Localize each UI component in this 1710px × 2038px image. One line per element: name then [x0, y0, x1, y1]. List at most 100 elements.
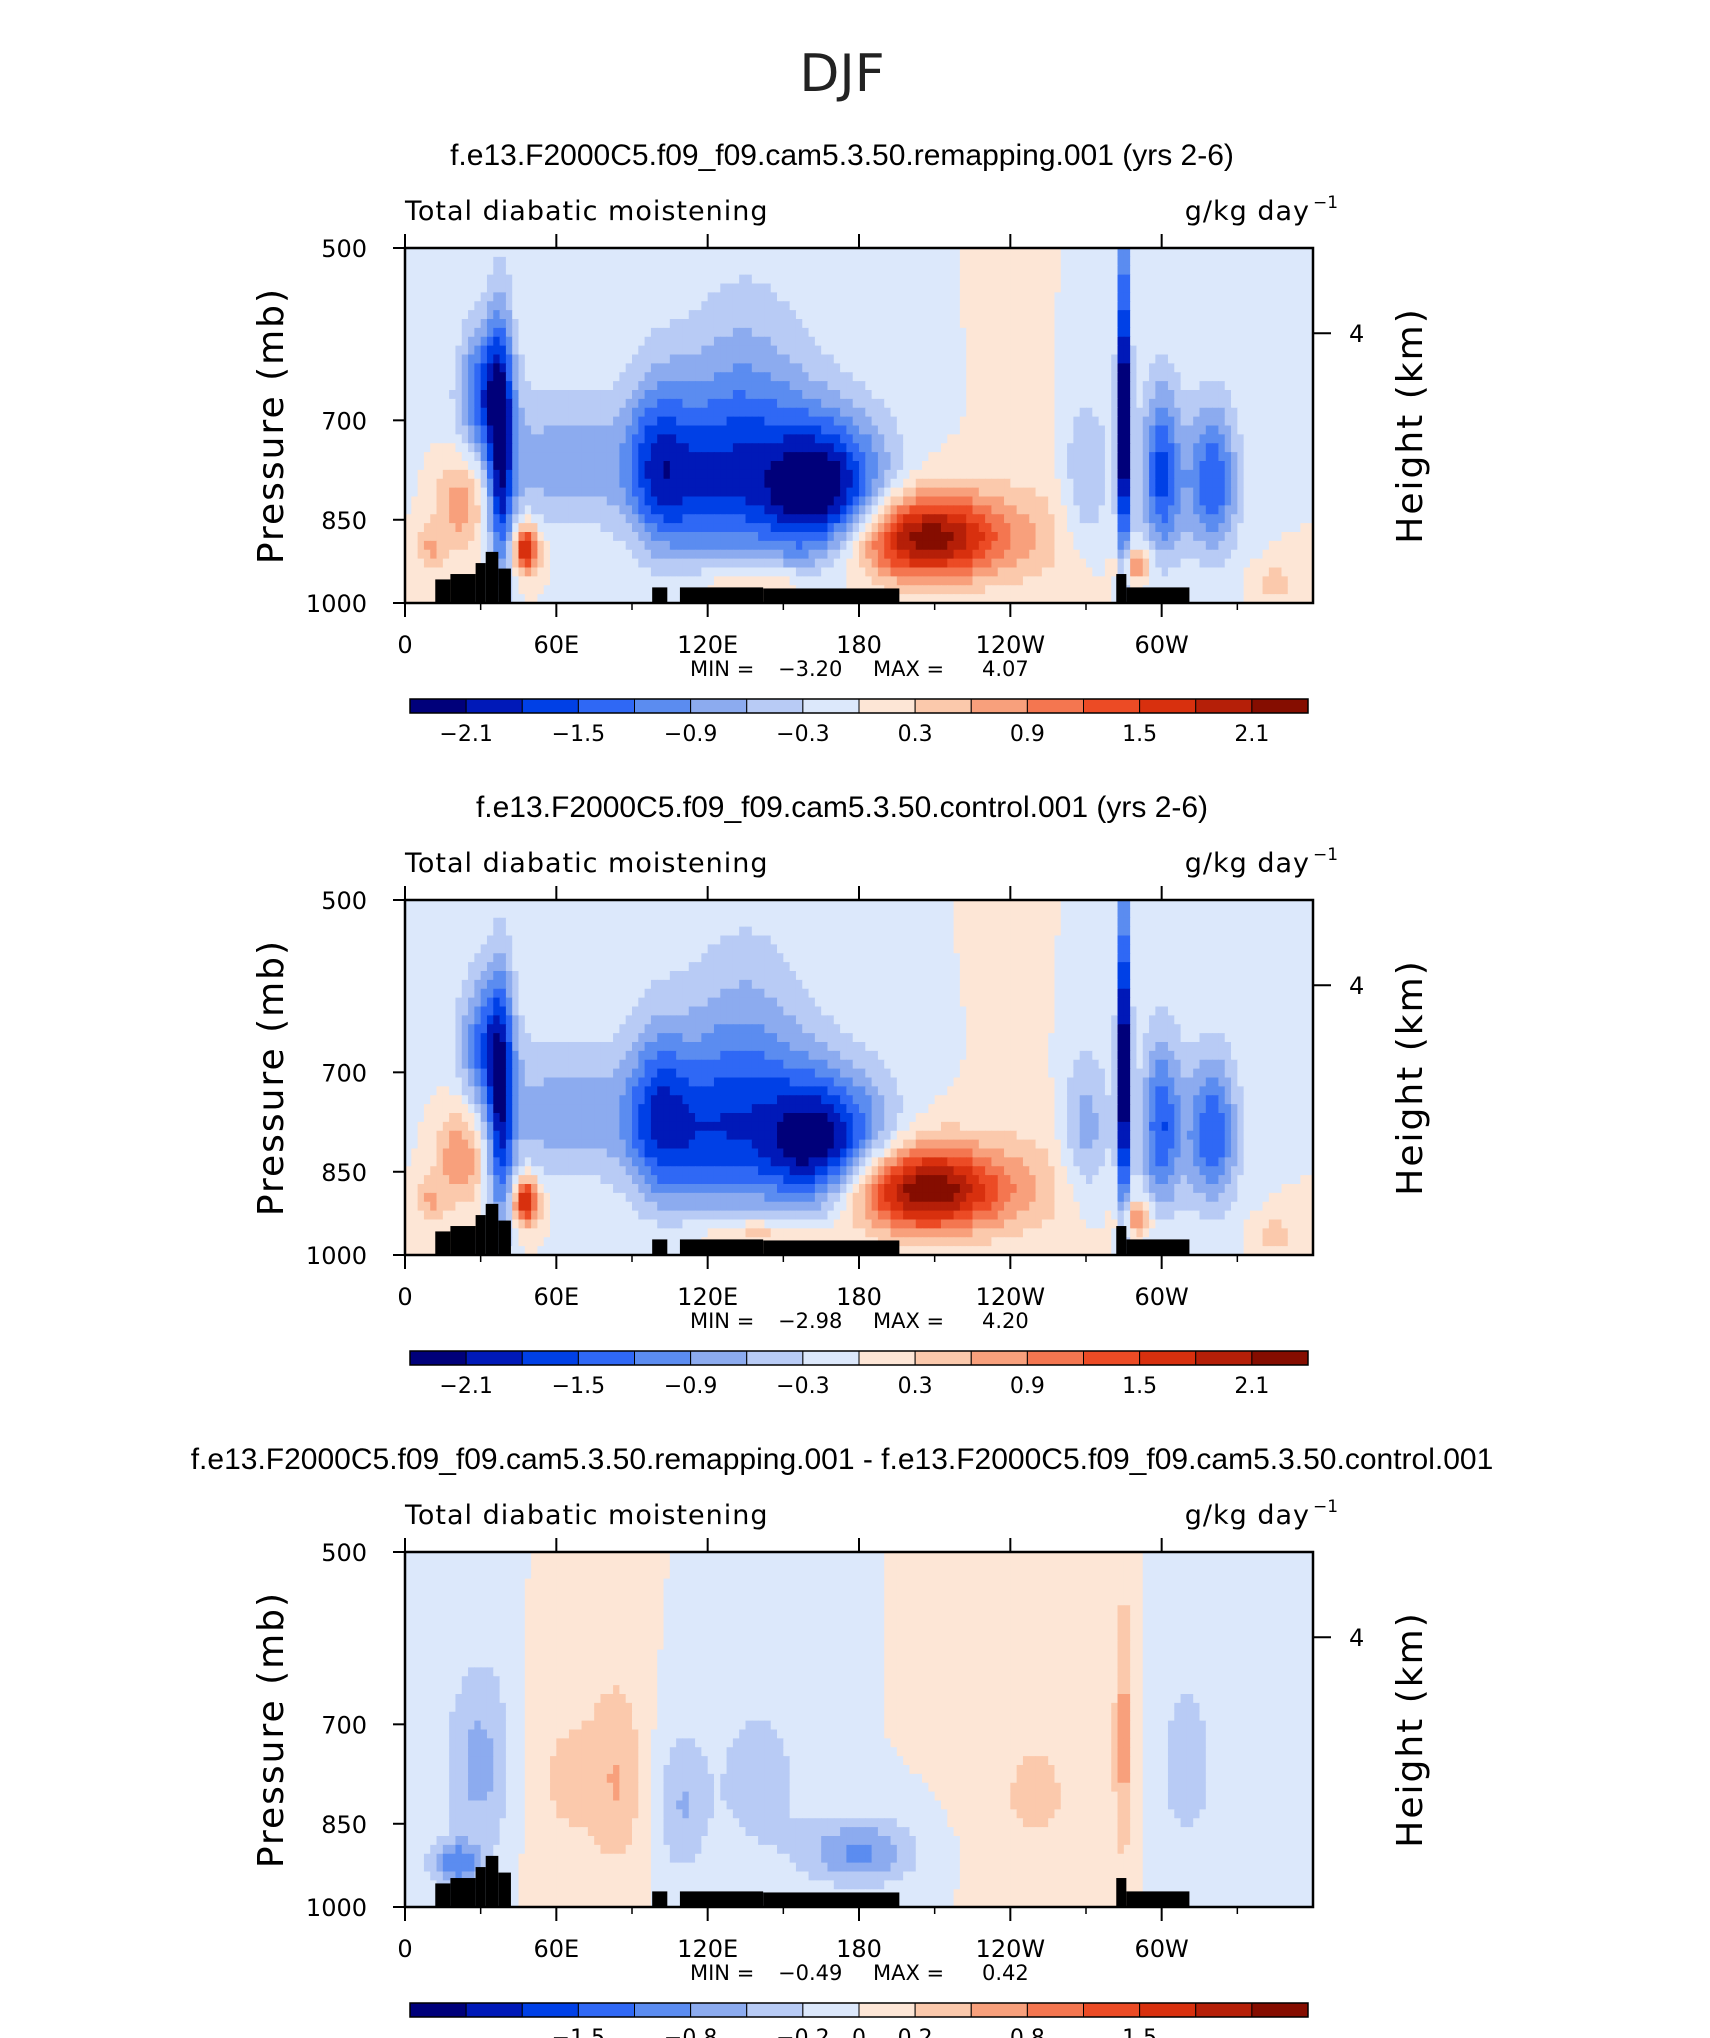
field-cell: [972, 354, 980, 364]
field-cell: [840, 443, 847, 453]
field-cell: [1010, 248, 1018, 258]
field-cell: [1180, 274, 1188, 285]
field-cell: [1060, 416, 1068, 427]
field-cell: [1205, 398, 1213, 409]
field-cell: [859, 434, 866, 444]
field-cell: [783, 523, 791, 533]
field-cell: [1104, 523, 1112, 533]
field-cell: [524, 514, 532, 524]
field-cell: [436, 523, 444, 533]
field-cell: [1086, 336, 1093, 347]
field-cell: [657, 514, 665, 524]
field-cell: [669, 416, 677, 427]
field-cell: [1111, 265, 1119, 276]
field-cell: [707, 487, 715, 498]
field-cell: [751, 487, 759, 498]
field-cell: [1079, 443, 1087, 453]
field-cell: [1079, 505, 1087, 515]
field-cell: [1098, 523, 1106, 533]
field-cell: [486, 292, 494, 302]
field-cell: [1300, 319, 1308, 329]
field-cell: [1300, 398, 1308, 409]
field-cell: [808, 469, 816, 480]
field-cell: [1306, 372, 1314, 382]
field-cell: [764, 416, 772, 427]
field-cell: [587, 549, 595, 560]
field-cell: [632, 248, 639, 258]
field-cell: [827, 407, 835, 418]
field-cell: [512, 469, 520, 480]
field-cell: [739, 310, 747, 320]
field-cell: [1199, 283, 1207, 293]
field-cell: [1287, 301, 1295, 311]
field-cell: [884, 301, 892, 311]
field-cell: [701, 265, 709, 276]
field-cell: [657, 434, 665, 444]
field-cell: [1136, 487, 1144, 498]
field-cell: [1287, 425, 1295, 435]
field-cell: [1262, 372, 1270, 382]
field-cell: [1161, 256, 1169, 267]
field-cell: [896, 416, 904, 427]
field-cell: [1262, 487, 1270, 498]
field-cell: [745, 434, 753, 444]
field-cell: [953, 265, 961, 276]
field-cell: [638, 381, 646, 391]
field-cell: [959, 363, 967, 373]
field-cell: [959, 301, 967, 311]
field-cell: [814, 292, 822, 302]
field-cell: [1205, 354, 1213, 364]
field-cell: [455, 319, 463, 329]
field-cell: [783, 505, 791, 515]
field-cell: [1035, 336, 1043, 347]
field-cell: [1306, 452, 1314, 462]
field-cell: [1287, 434, 1295, 444]
field-cell: [1130, 398, 1138, 409]
field-cell: [966, 283, 974, 293]
field-cell: [455, 327, 463, 338]
field-cell: [537, 532, 545, 542]
field-cell: [430, 354, 438, 364]
field-cell: [884, 514, 892, 524]
field-cell: [827, 469, 835, 480]
field-cell: [840, 327, 847, 338]
field-cell: [821, 283, 829, 293]
field-cell: [1048, 363, 1056, 373]
field-cell: [1117, 345, 1125, 356]
field-cell: [1004, 461, 1011, 471]
field-cell: [474, 398, 482, 409]
field-cell: [499, 461, 507, 471]
field-cell: [1205, 248, 1213, 258]
field-cell: [1111, 256, 1119, 267]
field-cell: [480, 310, 488, 320]
field-cell: [890, 283, 898, 293]
field-cell: [1022, 274, 1030, 285]
field-cell: [461, 310, 469, 320]
field-cell: [1306, 407, 1314, 418]
field-cell: [543, 514, 551, 524]
field-cell: [1212, 425, 1220, 435]
field-cell: [909, 336, 917, 347]
field-cell: [1098, 345, 1106, 356]
field-cell: [644, 549, 652, 560]
field-cell: [1237, 469, 1245, 480]
field-cell: [436, 532, 444, 542]
field-cell: [575, 532, 583, 542]
field-cell: [405, 381, 412, 391]
field-cell: [777, 319, 784, 329]
field-cell: [997, 336, 1005, 347]
field-cell: [657, 292, 665, 302]
field-cell: [468, 265, 475, 276]
field-cell: [821, 540, 829, 551]
field-cell: [1212, 478, 1220, 489]
field-cell: [676, 274, 684, 285]
field-cell: [695, 443, 702, 453]
field-cell: [512, 292, 520, 302]
field-cell: [1041, 363, 1049, 373]
field-cell: [991, 540, 999, 551]
field-cell: [1054, 381, 1062, 391]
field-cell: [669, 461, 677, 471]
field-cell: [594, 248, 602, 258]
field-cell: [688, 469, 696, 480]
field-cell: [720, 443, 728, 453]
